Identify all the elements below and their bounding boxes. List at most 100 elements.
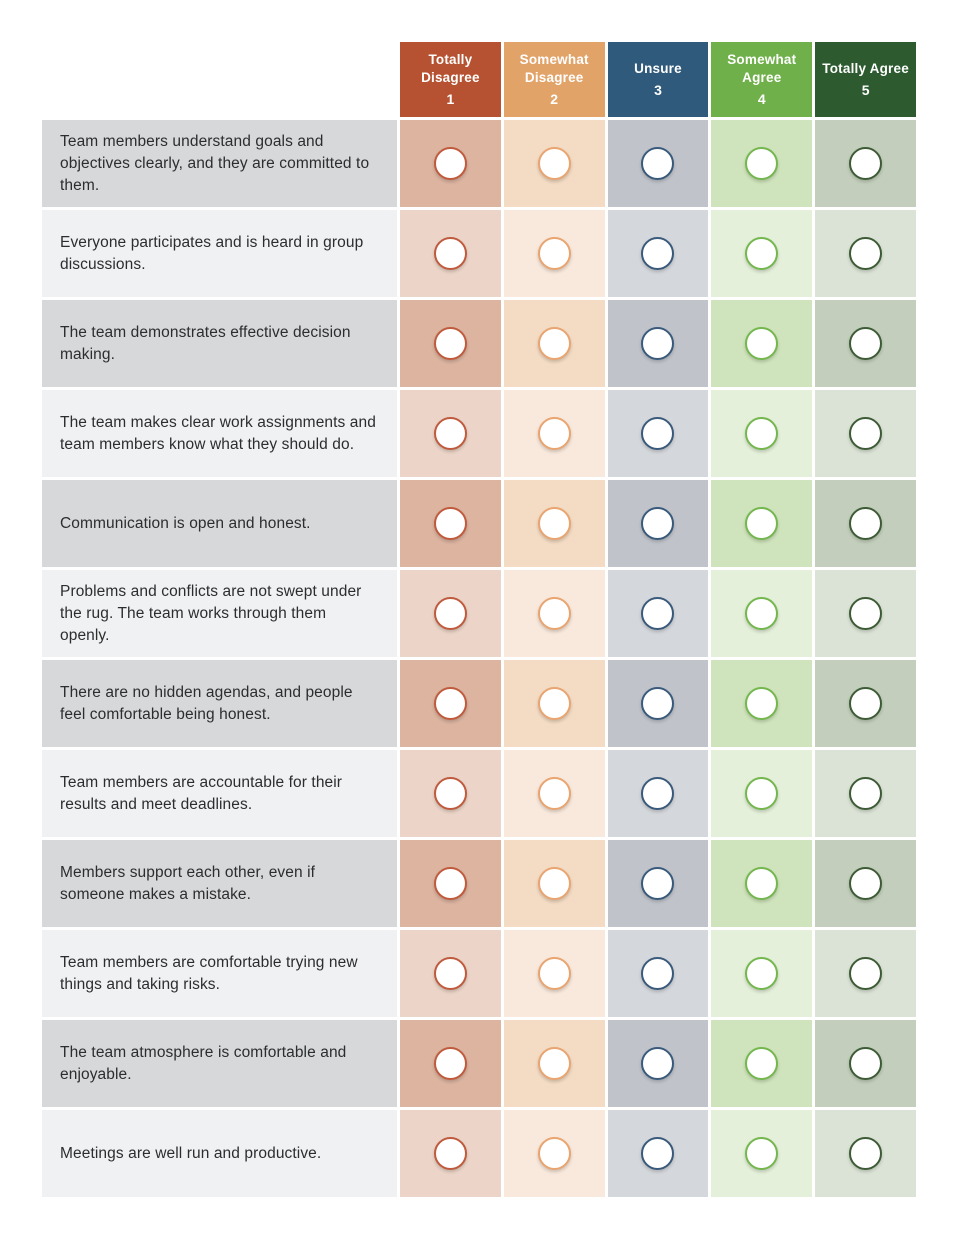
rating-cell-row10-col2 bbox=[503, 930, 605, 1017]
radio-option-row10-value1[interactable] bbox=[433, 957, 467, 990]
radio-option-row7-value3[interactable] bbox=[641, 687, 675, 720]
radio-option-row3-value5[interactable] bbox=[849, 327, 883, 360]
question-text: Team members understand goals and object… bbox=[42, 120, 397, 207]
question-text: Members support each other, even if some… bbox=[42, 840, 397, 927]
radio-option-row2-value1[interactable] bbox=[433, 237, 467, 270]
radio-option-row1-value5[interactable] bbox=[849, 147, 883, 180]
question-text: There are no hidden agendas, and people … bbox=[42, 660, 397, 747]
radio-option-row12-value2[interactable] bbox=[537, 1137, 571, 1170]
radio-option-row2-value2[interactable] bbox=[537, 237, 571, 270]
rating-cell-row8-col3 bbox=[607, 750, 709, 837]
radio-option-row11-value3[interactable] bbox=[641, 1047, 675, 1080]
rating-cell-row11-col2 bbox=[503, 1020, 605, 1107]
rating-cell-row2-col2 bbox=[503, 210, 605, 297]
radio-option-row11-value2[interactable] bbox=[537, 1047, 571, 1080]
radio-option-row9-value4[interactable] bbox=[745, 867, 779, 900]
radio-option-row1-value3[interactable] bbox=[641, 147, 675, 180]
rating-cell-row2-col5 bbox=[815, 210, 916, 297]
rating-cell-row11-col5 bbox=[815, 1020, 916, 1107]
radio-option-row9-value5[interactable] bbox=[849, 867, 883, 900]
rating-cell-row1-col3 bbox=[607, 120, 709, 207]
rating-cell-row6-col3 bbox=[607, 570, 709, 657]
radio-option-row8-value3[interactable] bbox=[641, 777, 675, 810]
radio-option-row9-value3[interactable] bbox=[641, 867, 675, 900]
radio-option-row11-value1[interactable] bbox=[433, 1047, 467, 1080]
rating-cell-row10-col4 bbox=[711, 930, 813, 1017]
radio-option-row6-value1[interactable] bbox=[433, 597, 467, 630]
header-label: Somewhat Agree bbox=[727, 51, 797, 85]
radio-option-row3-value2[interactable] bbox=[537, 327, 571, 360]
rating-cell-row1-col1 bbox=[400, 120, 501, 207]
rating-cell-row8-col5 bbox=[815, 750, 916, 837]
radio-option-row4-value1[interactable] bbox=[433, 417, 467, 450]
radio-option-row4-value4[interactable] bbox=[745, 417, 779, 450]
header-somewhat-disagree: Somewhat Disagree 2 bbox=[503, 42, 605, 117]
radio-option-row12-value3[interactable] bbox=[641, 1137, 675, 1170]
header-totally-disagree: Totally Disagree 1 bbox=[400, 42, 501, 117]
radio-option-row5-value5[interactable] bbox=[849, 507, 883, 540]
radio-option-row7-value2[interactable] bbox=[537, 687, 571, 720]
rating-cell-row7-col1 bbox=[400, 660, 501, 747]
header-number: 5 bbox=[861, 81, 870, 98]
rating-cell-row12-col3 bbox=[607, 1110, 709, 1197]
header-unsure: Unsure 3 bbox=[607, 42, 709, 117]
radio-option-row7-value1[interactable] bbox=[433, 687, 467, 720]
radio-option-row6-value2[interactable] bbox=[537, 597, 571, 630]
radio-option-row1-value4[interactable] bbox=[745, 147, 779, 180]
radio-option-row5-value4[interactable] bbox=[745, 507, 779, 540]
rating-cell-row1-col2 bbox=[503, 120, 605, 207]
radio-option-row12-value5[interactable] bbox=[849, 1137, 883, 1170]
rating-cell-row4-col5 bbox=[815, 390, 916, 477]
rating-cell-row6-col4 bbox=[711, 570, 813, 657]
radio-option-row6-value4[interactable] bbox=[745, 597, 779, 630]
radio-option-row11-value4[interactable] bbox=[745, 1047, 779, 1080]
radio-option-row10-value2[interactable] bbox=[537, 957, 571, 990]
rating-cell-row9-col2 bbox=[503, 840, 605, 927]
radio-option-row1-value2[interactable] bbox=[537, 147, 571, 180]
rating-cell-row10-col3 bbox=[607, 930, 709, 1017]
radio-option-row5-value3[interactable] bbox=[641, 507, 675, 540]
radio-option-row10-value4[interactable] bbox=[745, 957, 779, 990]
radio-option-row10-value3[interactable] bbox=[641, 957, 675, 990]
header-label: Totally Disagree bbox=[421, 51, 480, 85]
radio-option-row12-value4[interactable] bbox=[745, 1137, 779, 1170]
radio-option-row12-value1[interactable] bbox=[433, 1137, 467, 1170]
radio-option-row2-value3[interactable] bbox=[641, 237, 675, 270]
radio-option-row2-value5[interactable] bbox=[849, 237, 883, 270]
radio-option-row6-value3[interactable] bbox=[641, 597, 675, 630]
radio-option-row3-value4[interactable] bbox=[745, 327, 779, 360]
radio-option-row8-value4[interactable] bbox=[745, 777, 779, 810]
rating-cell-row7-col4 bbox=[711, 660, 813, 747]
radio-option-row8-value1[interactable] bbox=[433, 777, 467, 810]
radio-option-row11-value5[interactable] bbox=[849, 1047, 883, 1080]
rating-cell-row6-col5 bbox=[815, 570, 916, 657]
radio-option-row5-value1[interactable] bbox=[433, 507, 467, 540]
rating-cell-row2-col1 bbox=[400, 210, 501, 297]
radio-option-row1-value1[interactable] bbox=[433, 147, 467, 180]
radio-option-row5-value2[interactable] bbox=[537, 507, 571, 540]
radio-option-row4-value2[interactable] bbox=[537, 417, 571, 450]
rating-cell-row3-col2 bbox=[503, 300, 605, 387]
rating-cell-row6-col2 bbox=[503, 570, 605, 657]
radio-option-row3-value3[interactable] bbox=[641, 327, 675, 360]
rating-cell-row5-col3 bbox=[607, 480, 709, 567]
radio-option-row4-value3[interactable] bbox=[641, 417, 675, 450]
rating-cell-row5-col4 bbox=[711, 480, 813, 567]
radio-option-row4-value5[interactable] bbox=[849, 417, 883, 450]
radio-option-row2-value4[interactable] bbox=[745, 237, 779, 270]
rating-cell-row8-col2 bbox=[503, 750, 605, 837]
radio-option-row8-value2[interactable] bbox=[537, 777, 571, 810]
radio-option-row9-value2[interactable] bbox=[537, 867, 571, 900]
rating-cell-row1-col5 bbox=[815, 120, 916, 207]
radio-option-row3-value1[interactable] bbox=[433, 327, 467, 360]
rating-cell-row9-col3 bbox=[607, 840, 709, 927]
radio-option-row8-value5[interactable] bbox=[849, 777, 883, 810]
radio-option-row10-value5[interactable] bbox=[849, 957, 883, 990]
rating-cell-row7-col3 bbox=[607, 660, 709, 747]
radio-option-row7-value5[interactable] bbox=[849, 687, 883, 720]
radio-option-row7-value4[interactable] bbox=[745, 687, 779, 720]
question-text: Everyone participates and is heard in gr… bbox=[42, 210, 397, 297]
radio-option-row6-value5[interactable] bbox=[849, 597, 883, 630]
rating-cell-row1-col4 bbox=[711, 120, 813, 207]
radio-option-row9-value1[interactable] bbox=[433, 867, 467, 900]
